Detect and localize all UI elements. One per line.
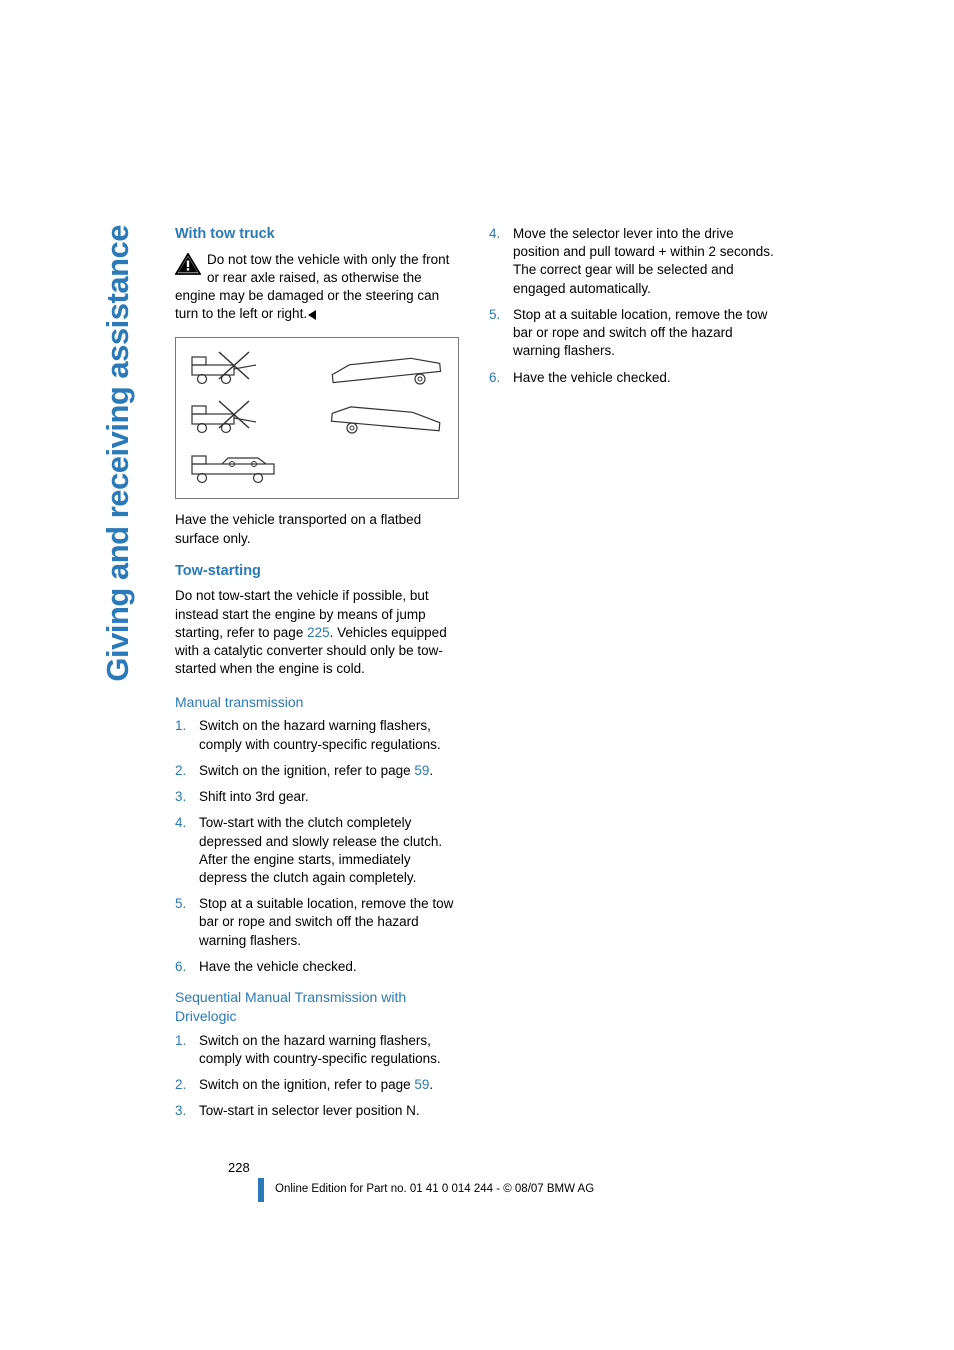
flatbed-truck-icon — [184, 446, 284, 490]
page-number: 228 — [228, 1160, 250, 1175]
list-item: 1.Switch on the hazard warning flashers,… — [175, 717, 461, 753]
step-number: 1. — [175, 717, 199, 753]
warning-icon — [175, 253, 201, 275]
page-accent-bar — [258, 1178, 264, 1202]
truck-crossed-icon — [184, 396, 284, 440]
tow-starting-paragraph: Do not tow-start the vehicle if possible… — [175, 587, 461, 678]
list-item: 4.Move the selector lever into the drive… — [489, 225, 775, 298]
page-link-59[interactable]: 59 — [414, 763, 429, 778]
list-item: 5.Stop at a suitable location, remove th… — [489, 306, 775, 361]
step-text: Shift into 3rd gear. — [199, 788, 461, 806]
list-item: 4.Tow-start with the clutch completely d… — [175, 814, 461, 887]
step-text: Have the vehicle checked. — [199, 958, 461, 976]
list-item: 6.Have the vehicle checked. — [175, 958, 461, 976]
truck-crossed-icon — [184, 347, 284, 391]
heading-tow-starting: Tow-starting — [175, 562, 461, 582]
step-number: 1. — [175, 1032, 199, 1068]
step-text: Tow-start with the clutch completely dep… — [199, 814, 461, 887]
step-text: Stop at a suitable location, remove the … — [513, 306, 775, 361]
step-number: 2. — [175, 1076, 199, 1094]
step-number: 5. — [489, 306, 513, 361]
step-text: Tow-start in selector lever position N. — [199, 1102, 461, 1120]
diagram-row-3 — [184, 444, 450, 492]
heading-with-tow-truck: With tow truck — [175, 225, 461, 245]
list-item: 1.Switch on the hazard warning flashers,… — [175, 1032, 461, 1068]
car-lifted-rear-icon — [322, 396, 450, 440]
right-steps-list: 4.Move the selector lever into the drive… — [489, 225, 775, 387]
car-lifted-front-icon — [322, 347, 450, 391]
step-text: Move the selector lever into the drive p… — [513, 225, 775, 298]
step-number: 3. — [175, 1102, 199, 1120]
step-number: 6. — [175, 958, 199, 976]
manual-steps-list: 1.Switch on the hazard warning flashers,… — [175, 717, 461, 976]
section-title-vertical: Giving and receiving assistance — [100, 0, 136, 225]
step-text: Switch on the hazard warning flashers, c… — [199, 717, 461, 753]
list-item: 3.Shift into 3rd gear. — [175, 788, 461, 806]
warning-paragraph: Do not tow the vehicle with only the fro… — [175, 251, 461, 324]
step-text: Switch on the ignition, refer to page 59… — [199, 1076, 461, 1094]
heading-smt-drivelogic: Sequential Manual Transmission with Driv… — [175, 988, 461, 1026]
footer-copyright: Online Edition for Part no. 01 41 0 014 … — [275, 1183, 594, 1195]
step-number: 5. — [175, 895, 199, 950]
diagram-row-1 — [184, 345, 450, 393]
step-text: Have the vehicle checked. — [513, 369, 775, 387]
flatbed-text: Have the vehicle transported on a flatbe… — [175, 511, 461, 547]
diagram-row-2 — [184, 394, 450, 442]
step-text: Stop at a suitable location, remove the … — [199, 895, 461, 950]
step-text: Switch on the hazard warning flashers, c… — [199, 1032, 461, 1068]
step-number: 4. — [175, 814, 199, 887]
left-column: With tow truck Do not tow the vehicle wi… — [175, 225, 461, 1129]
page-link-225[interactable]: 225 — [307, 625, 330, 640]
list-item: 5.Stop at a suitable location, remove th… — [175, 895, 461, 950]
list-item: 2.Switch on the ignition, refer to page … — [175, 1076, 461, 1094]
smt-steps-list: 1.Switch on the hazard warning flashers,… — [175, 1032, 461, 1121]
page-link-59[interactable]: 59 — [414, 1077, 429, 1092]
list-item: 3.Tow-start in selector lever position N… — [175, 1102, 461, 1120]
list-item: 6.Have the vehicle checked. — [489, 369, 775, 387]
step-number: 4. — [489, 225, 513, 298]
main-content: With tow truck Do not tow the vehicle wi… — [175, 225, 875, 1129]
step-text: Switch on the ignition, refer to page 59… — [199, 762, 461, 780]
step-number: 6. — [489, 369, 513, 387]
step-number: 3. — [175, 788, 199, 806]
heading-manual-transmission: Manual transmission — [175, 693, 461, 712]
list-item: 2.Switch on the ignition, refer to page … — [175, 762, 461, 780]
end-mark-icon — [308, 310, 316, 320]
right-column: 4.Move the selector lever into the drive… — [489, 225, 775, 1129]
step-number: 2. — [175, 762, 199, 780]
tow-truck-diagram — [175, 337, 459, 499]
